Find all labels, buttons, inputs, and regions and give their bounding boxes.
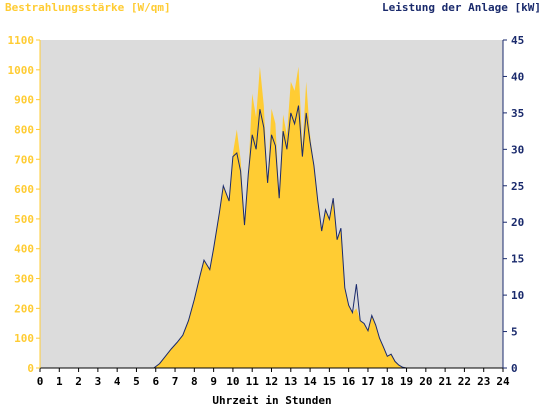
right-tick-label: 5 (511, 326, 518, 339)
x-tick-label: 11 (246, 375, 260, 388)
right-tick-label: 10 (511, 289, 524, 302)
right-tick-label: 0 (511, 362, 518, 375)
x-tick-label: 19 (400, 375, 413, 388)
power-line (40, 105, 503, 369)
left-tick-label: 300 (14, 273, 34, 286)
x-tick-label: 16 (342, 375, 356, 388)
x-tick-label: 6 (152, 375, 159, 388)
x-tick-label: 13 (284, 375, 297, 388)
x-tick-label: 3 (95, 375, 102, 388)
x-tick-label: 4 (114, 375, 121, 388)
left-tick-label: 900 (14, 94, 34, 107)
x-tick-label: 22 (458, 375, 471, 388)
right-tick-label: 45 (511, 34, 524, 47)
right-tick-label: 20 (511, 216, 524, 229)
x-tick-label: 23 (477, 375, 490, 388)
left-tick-label: 700 (14, 153, 34, 166)
x-tick-label: 20 (419, 375, 432, 388)
right-tick-label: 30 (511, 143, 524, 156)
x-axis-title: Uhrzeit in Stunden (212, 394, 332, 407)
left-tick-label: 800 (14, 123, 34, 136)
left-tick-label: 1000 (8, 64, 35, 77)
x-tick-label: 9 (210, 375, 217, 388)
x-tick-label: 24 (496, 375, 510, 388)
left-tick-label: 100 (14, 332, 34, 345)
x-tick-label: 14 (303, 375, 317, 388)
x-tick-label: 5 (133, 375, 140, 388)
left-tick-label: 0 (27, 362, 34, 375)
x-tick-label: 15 (323, 375, 336, 388)
x-tick-label: 12 (265, 375, 278, 388)
right-tick-label: 35 (511, 107, 524, 120)
right-tick-label: 40 (511, 70, 524, 83)
left-tick-label: 1100 (8, 34, 35, 47)
x-tick-label: 8 (191, 375, 198, 388)
irradiance-area (40, 66, 503, 369)
x-tick-label: 18 (381, 375, 394, 388)
left-tick-label: 200 (14, 302, 34, 315)
left-tick-label: 500 (14, 213, 34, 226)
right-axis-title: Leistung der Anlage [kW] (382, 1, 541, 14)
x-tick-label: 1 (56, 375, 63, 388)
x-tick-label: 17 (361, 375, 374, 388)
x-tick-label: 2 (75, 375, 82, 388)
x-tick-label: 0 (37, 375, 44, 388)
left-tick-label: 400 (14, 243, 34, 256)
right-tick-label: 25 (511, 180, 524, 193)
left-tick-label: 600 (14, 183, 34, 196)
x-tick-label: 7 (172, 375, 179, 388)
x-tick-label: 10 (226, 375, 239, 388)
right-tick-label: 15 (511, 253, 524, 266)
left-axis-title: Bestrahlungsstärke [W/qm] (5, 1, 171, 14)
x-tick-label: 21 (439, 375, 453, 388)
